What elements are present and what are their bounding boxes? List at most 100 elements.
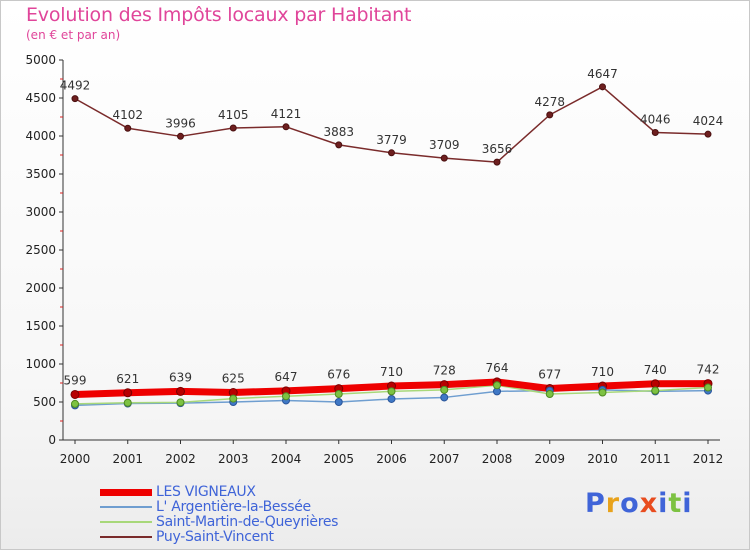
- brand-letter: i: [658, 488, 669, 519]
- point-puy-saint-vincent: [546, 111, 554, 119]
- data-label-puy-saint-vincent: 4024: [693, 114, 724, 128]
- data-label-les-vigneaux: 740: [644, 363, 667, 377]
- legend-swatch: [100, 506, 152, 508]
- point-saint-martin: [334, 390, 343, 399]
- x-tick-label: 2007: [429, 452, 460, 466]
- point-argentiere: [334, 398, 343, 406]
- point-les-vigneaux: [123, 388, 133, 398]
- data-label-les-vigneaux: 710: [591, 365, 614, 379]
- y-tick-label: 4500: [25, 91, 56, 105]
- data-label-puy-saint-vincent: 3709: [429, 138, 460, 152]
- y-tick-label: 5000: [25, 53, 56, 67]
- brand-letter: P: [585, 488, 606, 519]
- x-tick-label: 2002: [165, 452, 196, 466]
- data-label-puy-saint-vincent: 3883: [323, 125, 354, 139]
- data-label-les-vigneaux: 639: [169, 370, 192, 384]
- x-tick-label: 2004: [271, 452, 302, 466]
- brand-letter: i: [682, 488, 693, 519]
- chart-data-labels: 4492 4102 3996 4105 4121 3883 3779 3709 3656 4278…: [60, 67, 724, 388]
- y-tick-label: 1000: [25, 357, 56, 371]
- point-les-vigneaux: [70, 389, 80, 399]
- x-tick-label: 2009: [534, 452, 565, 466]
- point-argentiere: [387, 394, 396, 403]
- x-tick-label: 2005: [323, 452, 354, 466]
- point-saint-martin: [229, 394, 238, 403]
- point-argentiere: [440, 393, 449, 402]
- data-label-les-vigneaux: 728: [433, 364, 456, 378]
- point-puy-saint-vincent: [599, 83, 606, 91]
- point-saint-martin: [71, 399, 79, 408]
- legend-swatch: [100, 489, 152, 496]
- point-puy-saint-vincent: [493, 158, 501, 166]
- data-label-les-vigneaux: 625: [222, 372, 245, 386]
- x-tick-label: 2008: [482, 452, 513, 466]
- chart-title: Evolution des Impôts locaux par Habitant: [26, 4, 412, 26]
- data-label-les-vigneaux: 676: [327, 368, 350, 382]
- data-label-les-vigneaux: 710: [380, 365, 403, 379]
- data-label-les-vigneaux: 599: [64, 373, 87, 387]
- x-tick-label: 2000: [60, 452, 91, 466]
- data-label-les-vigneaux: 742: [697, 363, 720, 377]
- point-saint-martin: [176, 398, 185, 407]
- point-saint-martin: [651, 386, 660, 395]
- brand-letter: x: [639, 488, 659, 519]
- brand-letter: o: [620, 488, 640, 519]
- point-saint-martin: [545, 390, 554, 399]
- data-label-puy-saint-vincent: 4121: [271, 107, 302, 121]
- brand-letter: r: [605, 488, 621, 519]
- data-label-les-vigneaux: 647: [275, 370, 298, 384]
- point-puy-saint-vincent: [177, 132, 184, 140]
- point-les-vigneaux: [650, 379, 660, 389]
- chart-subtitle: (en € et par an): [26, 28, 121, 42]
- y-tick-label: 0: [48, 433, 56, 447]
- y-tick-label: 500: [33, 395, 56, 409]
- y-tick-label: 3000: [25, 205, 56, 219]
- data-label-puy-saint-vincent: 4102: [112, 108, 143, 122]
- point-saint-martin: [282, 392, 290, 401]
- y-tick-label: 2000: [25, 281, 56, 295]
- point-puy-saint-vincent: [440, 154, 448, 162]
- point-puy-saint-vincent: [335, 141, 343, 149]
- point-puy-saint-vincent: [388, 149, 395, 157]
- data-label-puy-saint-vincent: 3779: [376, 133, 407, 147]
- data-label-puy-saint-vincent: 4492: [60, 79, 91, 93]
- point-saint-martin: [704, 383, 712, 392]
- x-tick-label: 2011: [640, 452, 671, 466]
- point-puy-saint-vincent: [651, 129, 659, 137]
- point-saint-martin: [598, 388, 607, 397]
- point-puy-saint-vincent: [124, 124, 132, 132]
- point-les-vigneaux: [176, 386, 185, 396]
- data-label-puy-saint-vincent: 3996: [165, 116, 196, 130]
- y-tick-label: 4000: [25, 129, 56, 143]
- data-label-les-vigneaux: 621: [116, 372, 139, 386]
- y-tick-label: 3500: [25, 167, 56, 181]
- point-puy-saint-vincent: [282, 123, 290, 131]
- chart-series: [70, 83, 713, 410]
- data-label-puy-saint-vincent: 4046: [640, 113, 671, 127]
- legend-swatch: [100, 536, 152, 538]
- y-tick-label: 1500: [25, 319, 56, 333]
- y-tick-label: 2500: [25, 243, 56, 257]
- legend-label: Puy-Saint-Vincent: [156, 529, 274, 545]
- data-label-puy-saint-vincent: 4105: [218, 108, 249, 122]
- legend-label: Saint-Martin-de-Queyrières: [156, 514, 339, 530]
- x-tick-label: 2012: [693, 452, 724, 466]
- x-tick-label: 2001: [112, 452, 143, 466]
- x-tick-label: 2003: [218, 452, 249, 466]
- point-saint-martin: [493, 381, 501, 390]
- data-label-puy-saint-vincent: 3656: [482, 142, 513, 156]
- data-label-les-vigneaux: 764: [486, 361, 509, 375]
- point-saint-martin: [387, 387, 396, 396]
- point-saint-martin: [440, 385, 449, 394]
- legend-swatch: [100, 521, 152, 523]
- point-saint-martin: [123, 398, 132, 407]
- chart-axes: 0 500 1000 1500 2000 2500 3000 3500 4000 4500 5000…: [25, 53, 723, 466]
- point-puy-saint-vincent: [704, 130, 712, 138]
- data-label-les-vigneaux: 677: [538, 368, 561, 382]
- data-label-puy-saint-vincent: 4278: [534, 95, 565, 109]
- x-tick-label: 2006: [376, 452, 407, 466]
- brand-letter: t: [668, 488, 683, 519]
- brand-logo: Proxiti: [585, 488, 693, 519]
